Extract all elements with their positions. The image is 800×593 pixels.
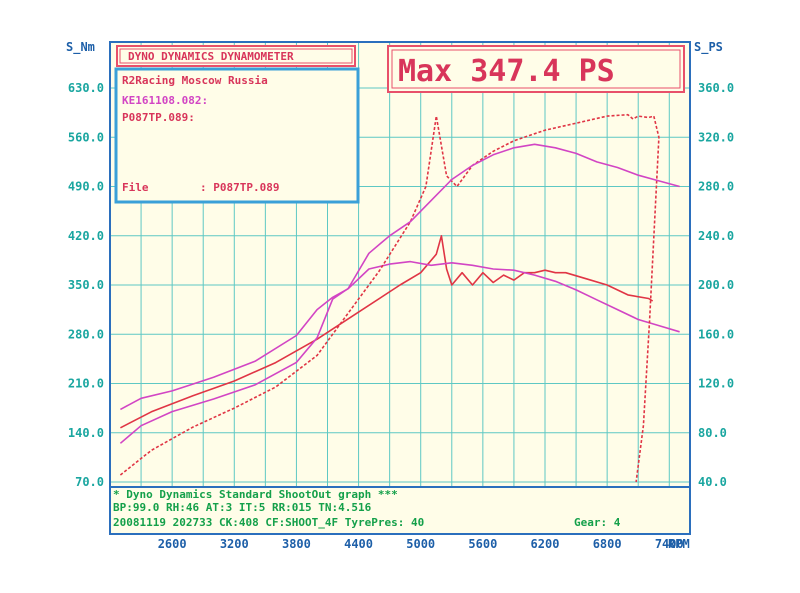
right-tick-label: 160.0 (698, 327, 734, 341)
right-tick-label: 240.0 (698, 229, 734, 243)
info-box (114, 67, 360, 204)
x-tick-label: 4400 (344, 537, 373, 551)
left-tick-label: 490.0 (68, 180, 104, 194)
max-power-label: Max 347.4 PS (398, 54, 615, 89)
info-line-2: KE161108.082: (122, 94, 208, 107)
series-line-torque-magenta (119, 143, 680, 444)
x-tick-label: 6800 (593, 537, 622, 551)
left-tick-label: 420.0 (68, 229, 104, 243)
max-box-inner (391, 49, 681, 89)
series-lines (119, 113, 680, 483)
footer-line-2: BP:99.0 RH:46 AT:3 IT:5 RR:015 TN:4.516 (113, 501, 372, 514)
left-tick-label: 140.0 (68, 426, 104, 440)
left-tick-label: 350.0 (68, 278, 104, 292)
left-tick-label: 560.0 (68, 130, 104, 144)
x-axis-label: RPM (668, 537, 690, 551)
left-axis-label: S_Nm (66, 40, 95, 55)
footer-line-1: * Dyno Dynamics Standard ShootOut graph … (113, 488, 398, 501)
left-tick-label: 70.0 (75, 475, 104, 489)
gear-label: Gear: 4 (574, 516, 621, 529)
right-tick-label: 200.0 (698, 278, 734, 292)
file-value: : P087TP.089 (200, 181, 279, 194)
info-line-1: R2Racing Moscow Russia (122, 74, 268, 87)
footer-frame (109, 486, 691, 535)
left-tick-label: 630.0 (68, 81, 104, 95)
right-tick-label: 320.0 (698, 130, 734, 144)
x-tick-labels: 2600 3200 3800 4400 5000 5600 6200 6800 7400 (158, 537, 684, 551)
x-tick-label: 3800 (282, 537, 311, 551)
max-box (387, 45, 685, 93)
right-tick-label: 120.0 (698, 377, 734, 391)
left-tick-label: 280.0 (68, 327, 104, 341)
x-tick-label: 3200 (220, 537, 249, 551)
file-label: File (122, 181, 149, 194)
series-line-torque-red (119, 113, 660, 483)
x-tick-label: 6200 (531, 537, 560, 551)
title-box-inner (119, 48, 353, 64)
left-tick-labels: 70.0 140.0 210.0 280.0 350.0 420.0 490.0 560.0 6… (68, 81, 104, 489)
right-tick-label: 40.0 (698, 475, 727, 489)
right-axis-label: S_PS (694, 40, 723, 55)
footer-line-3: 20081119 202733 CK:408 CF:SHOOT_4F TyreP… (113, 516, 424, 529)
chart-title: DYNO DYNAMICS DYNAMOMETER (128, 50, 294, 63)
right-tick-label: 280.0 (698, 180, 734, 194)
x-tick-label: 2600 (158, 537, 187, 551)
series-line-power-magenta (120, 260, 680, 411)
info-line-3: P087TP.089: (122, 111, 195, 124)
right-tick-labels: 40.0 80.0 120.0 160.0 200.0 240.0 280.0 320.0 36… (698, 81, 734, 489)
series-line-power-red (120, 235, 654, 429)
right-tick-label: 80.0 (698, 426, 727, 440)
x-tick-label: 5000 (406, 537, 435, 551)
right-tick-label: 360.0 (698, 81, 734, 95)
x-tick-label: 7400 (655, 537, 684, 551)
x-tick-label: 5600 (468, 537, 497, 551)
left-tick-label: 210.0 (68, 377, 104, 391)
title-box (116, 45, 356, 67)
